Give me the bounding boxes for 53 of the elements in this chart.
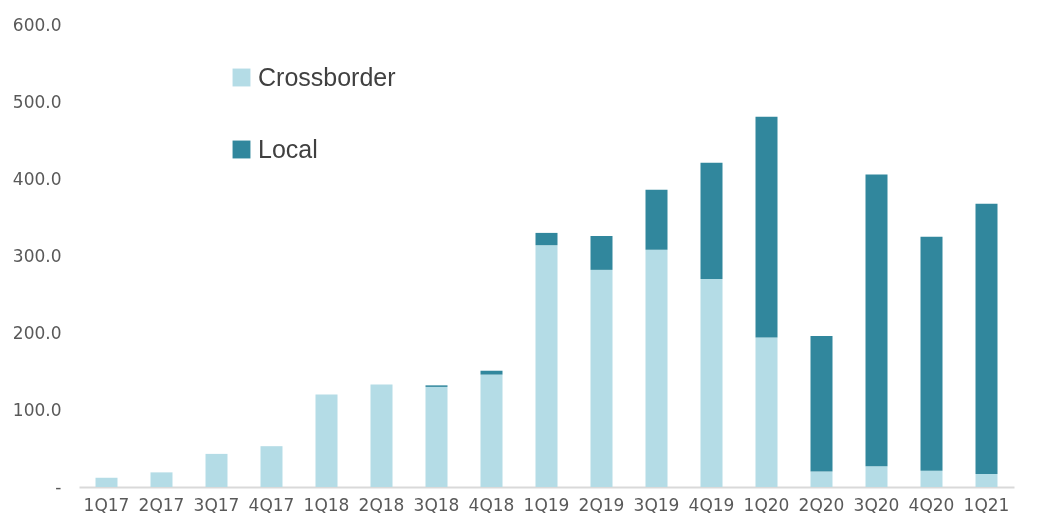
bar xyxy=(700,162,723,280)
bar xyxy=(425,386,448,487)
x-tick-label: 1Q17 xyxy=(83,494,130,515)
bar xyxy=(645,249,668,487)
x-tick-label: 2Q20 xyxy=(798,494,845,515)
bar xyxy=(150,472,173,487)
legend-label: Local xyxy=(258,134,318,163)
x-tick-label: 3Q19 xyxy=(633,494,680,515)
bar xyxy=(700,279,723,487)
x-tick-label: 4Q18 xyxy=(468,494,515,515)
x-tick-label: 1Q21 xyxy=(963,494,1010,515)
bar xyxy=(590,269,613,487)
bar xyxy=(920,236,943,471)
y-tick-label: 400.0 xyxy=(12,168,62,189)
x-tick-label: 2Q17 xyxy=(138,494,185,515)
bar xyxy=(205,453,228,487)
x-tick-label: 1Q20 xyxy=(743,494,790,515)
x-tick-label: 4Q20 xyxy=(908,494,955,515)
x-tick-label: 3Q20 xyxy=(853,494,900,515)
bar xyxy=(370,384,393,487)
bar xyxy=(920,470,943,487)
bar xyxy=(95,477,118,487)
y-tick-label: 600.0 xyxy=(12,14,62,35)
bar xyxy=(535,232,558,246)
bar xyxy=(260,446,283,487)
x-tick-label: 4Q19 xyxy=(688,494,735,515)
x-tick-label: 2Q19 xyxy=(578,494,625,515)
y-tick-label: 500.0 xyxy=(12,91,62,112)
bar xyxy=(315,394,338,487)
bar xyxy=(810,336,833,472)
bar xyxy=(590,235,613,270)
bar xyxy=(480,374,503,487)
bar xyxy=(755,116,778,338)
bar xyxy=(865,174,888,467)
bar xyxy=(535,245,558,487)
bar xyxy=(975,203,998,474)
bar xyxy=(865,466,888,487)
x-tick-label: 3Q17 xyxy=(193,494,240,515)
x-tick-label: 2Q18 xyxy=(358,494,405,515)
bar xyxy=(975,473,998,487)
x-tick-label: 1Q18 xyxy=(303,494,350,515)
bar xyxy=(645,189,668,250)
x-tick-label: 4Q17 xyxy=(248,494,295,515)
y-tick-label: - xyxy=(55,476,62,497)
y-tick-label: 100.0 xyxy=(12,399,62,420)
bar xyxy=(480,370,503,375)
x-tick-label: 1Q19 xyxy=(523,494,570,515)
legend-label: Crossborder xyxy=(258,62,396,91)
x-tick-label: 3Q18 xyxy=(413,494,460,515)
bar xyxy=(755,337,778,487)
bar xyxy=(810,471,833,487)
y-tick-label: 300.0 xyxy=(12,245,62,266)
y-tick-label: 200.0 xyxy=(12,322,62,343)
